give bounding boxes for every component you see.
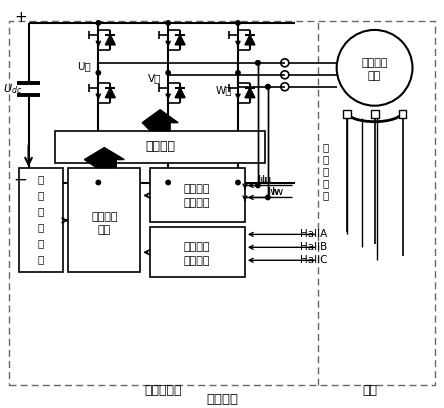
Circle shape (96, 21, 100, 25)
Text: HallA: HallA (300, 229, 327, 239)
Text: 驱动电路: 驱动电路 (145, 140, 175, 153)
Bar (56, 131, 265, 162)
Bar (150, 227, 245, 277)
Circle shape (266, 195, 270, 200)
Text: Iw: Iw (268, 187, 280, 197)
Text: 电机: 电机 (362, 384, 377, 397)
Text: 感: 感 (323, 178, 329, 188)
Polygon shape (245, 88, 255, 98)
Text: 传: 传 (323, 166, 329, 177)
Text: 电: 电 (37, 222, 44, 233)
Text: 电机系统: 电机系统 (206, 393, 238, 406)
Circle shape (166, 71, 170, 75)
Bar (68, 168, 140, 272)
Text: 霍尔信号: 霍尔信号 (184, 242, 210, 252)
Circle shape (96, 180, 100, 185)
Text: 电路: 电路 (98, 225, 111, 235)
Polygon shape (142, 110, 178, 131)
Text: 霍: 霍 (323, 143, 329, 153)
Circle shape (266, 84, 270, 89)
Bar (399, 110, 407, 118)
Text: 交流永磁: 交流永磁 (361, 58, 388, 68)
Text: HallB: HallB (300, 242, 327, 252)
Circle shape (266, 84, 270, 89)
Text: 尔: 尔 (323, 155, 329, 164)
Bar (150, 168, 245, 222)
Circle shape (96, 71, 100, 75)
Text: W相: W相 (216, 85, 232, 95)
Text: 低: 低 (37, 175, 44, 184)
Polygon shape (84, 148, 124, 168)
Bar (343, 110, 351, 118)
Text: 电机控制器: 电机控制器 (144, 384, 182, 397)
Text: $U_{dc}$: $U_{dc}$ (3, 82, 22, 95)
Circle shape (236, 71, 240, 75)
Circle shape (256, 183, 260, 188)
Text: 调理电路: 调理电路 (184, 198, 210, 208)
Polygon shape (175, 88, 185, 98)
Polygon shape (105, 35, 115, 45)
Text: 微控制器: 微控制器 (91, 213, 118, 222)
Text: U相: U相 (78, 61, 91, 71)
Text: 检测电路: 检测电路 (184, 256, 210, 266)
Polygon shape (175, 35, 185, 45)
Text: HallC: HallC (300, 255, 327, 265)
Circle shape (236, 21, 240, 25)
Text: 压: 压 (37, 191, 44, 200)
Text: 电机: 电机 (368, 71, 381, 81)
Text: −: − (14, 171, 28, 188)
Text: Iu: Iu (258, 175, 268, 184)
Circle shape (256, 61, 260, 65)
Polygon shape (105, 88, 115, 98)
Text: 电流检测: 电流检测 (184, 184, 210, 195)
Circle shape (256, 61, 260, 65)
Text: 供: 供 (37, 206, 44, 216)
Text: 路: 路 (37, 254, 44, 264)
Text: V相: V相 (147, 73, 161, 83)
Text: +: + (14, 11, 27, 25)
Bar (8, 21, 436, 385)
Text: Iu: Iu (262, 175, 272, 184)
Circle shape (166, 21, 170, 25)
Circle shape (236, 180, 240, 185)
Text: Iw: Iw (272, 187, 284, 197)
Text: 器: 器 (323, 191, 329, 200)
Polygon shape (245, 35, 255, 45)
Bar (19, 168, 63, 272)
Bar (371, 110, 379, 118)
Circle shape (166, 180, 170, 185)
Text: 电: 电 (37, 238, 44, 248)
